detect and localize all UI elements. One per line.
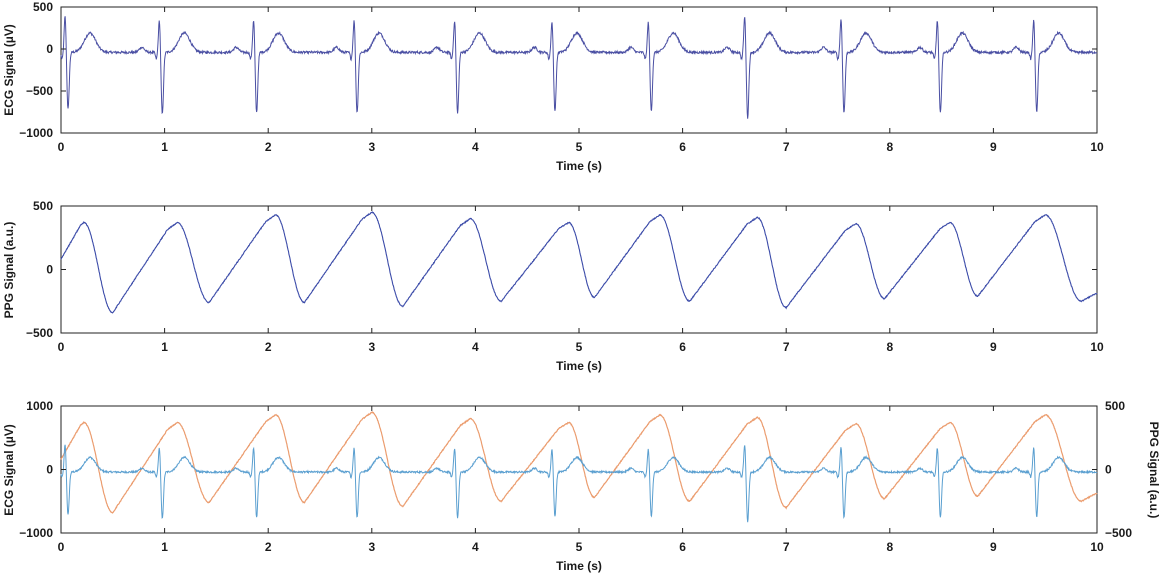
overlay-ppg-series-line [60, 411, 1098, 514]
overlay-x-tick-labels: 0 1 2 3 4 5 6 7 8 9 10 [58, 406, 1104, 554]
x-tick-label: 1 [161, 540, 168, 554]
ecg-x-axis-label: Time (s) [556, 159, 602, 173]
x-tick-label: 6 [679, 540, 686, 554]
x-tick-label: 8 [886, 540, 893, 554]
x-tick-label: 3 [368, 140, 375, 154]
x-tick-label: 10 [1090, 340, 1104, 354]
y-tick-label: 0 [46, 42, 53, 56]
x-tick-label: 4 [472, 540, 479, 554]
x-tick-label: 9 [990, 340, 997, 354]
x-tick-label: 1 [161, 340, 168, 354]
ppg-chart: 500 0 −500 0 1 2 3 4 5 6 7 8 9 10 Time (s) PPG Signa… [2, 199, 1104, 373]
y-right-tick-label: −500 [1105, 526, 1132, 540]
overlay-left-y-axis-label: ECG Signal (µV) [2, 424, 16, 516]
ppg-y-axis-label: PPG Signal (a.u.) [2, 222, 16, 319]
overlay-right-y-axis-label: PPG Signal (a.u.) [1147, 422, 1159, 519]
x-tick-label: 5 [576, 540, 583, 554]
ppg-x-axis-label: Time (s) [556, 359, 602, 373]
ecg-y-axis-label: ECG Signal (µV) [2, 24, 16, 116]
y-tick-label: 500 [33, 199, 53, 213]
ecg-plot-frame [60, 6, 1098, 134]
x-tick-label: 4 [472, 140, 479, 154]
y-tick-label: 500 [33, 0, 53, 14]
ecg-series-line [60, 16, 1098, 119]
x-tick-label: 0 [58, 340, 65, 354]
x-tick-label: 7 [783, 540, 790, 554]
y-tick-label: −500 [26, 84, 53, 98]
x-tick-label: 6 [679, 140, 686, 154]
x-tick-label: 10 [1090, 140, 1104, 154]
x-tick-label: 8 [886, 340, 893, 354]
y-tick-label: −500 [26, 326, 53, 340]
x-tick-label: 4 [472, 340, 479, 354]
x-tick-label: 10 [1090, 540, 1104, 554]
overlay-plot-frame [60, 405, 1098, 534]
x-tick-label: 2 [265, 340, 272, 354]
x-tick-label: 9 [990, 540, 997, 554]
x-tick-label: 8 [886, 140, 893, 154]
y-tick-label: 0 [46, 263, 53, 277]
overlay-chart: 1000 0 −1000 500 0 −500 0 1 2 3 4 5 6 7 8 9 10 Time (s… [2, 399, 1159, 573]
ecg-chart: 500 0 −500 −1000 0 1 2 3 4 5 6 7 8 9 10 Time (s) ECG … [2, 0, 1104, 173]
x-tick-label: 3 [368, 340, 375, 354]
ppg-series-line [60, 211, 1098, 314]
y-right-tick-label: 0 [1105, 463, 1112, 477]
y-tick-label: −1000 [19, 526, 53, 540]
y-right-tick-label: 500 [1105, 399, 1125, 413]
y-tick-label: 1000 [26, 399, 53, 413]
y-tick-label: −1000 [19, 126, 53, 140]
x-tick-label: 5 [576, 340, 583, 354]
x-tick-label: 1 [161, 140, 168, 154]
x-tick-label: 5 [576, 140, 583, 154]
ppg-x-tick-labels: 0 1 2 3 4 5 6 7 8 9 10 [58, 206, 1104, 354]
x-tick-label: 0 [58, 140, 65, 154]
y-tick-label: 0 [46, 463, 53, 477]
x-tick-label: 0 [58, 540, 65, 554]
x-tick-label: 2 [265, 540, 272, 554]
x-tick-label: 7 [783, 340, 790, 354]
ecg-x-tick-labels: 0 1 2 3 4 5 6 7 8 9 10 [58, 7, 1104, 154]
ppg-y-tick-labels: 500 0 −500 [26, 199, 1097, 340]
overlay-right-y-tick-labels: 500 0 −500 [1092, 399, 1132, 540]
overlay-ecg-series-line [60, 444, 1098, 523]
ecg-y-tick-labels: 500 0 −500 −1000 [19, 0, 1097, 140]
overlay-x-axis-label: Time (s) [556, 559, 602, 573]
x-tick-label: 3 [368, 540, 375, 554]
x-tick-label: 2 [265, 140, 272, 154]
x-tick-label: 7 [783, 140, 790, 154]
x-tick-label: 6 [679, 340, 686, 354]
overlay-left-y-tick-labels: 1000 0 −1000 [19, 399, 66, 540]
x-tick-label: 9 [990, 140, 997, 154]
ppg-plot-frame [60, 205, 1098, 334]
